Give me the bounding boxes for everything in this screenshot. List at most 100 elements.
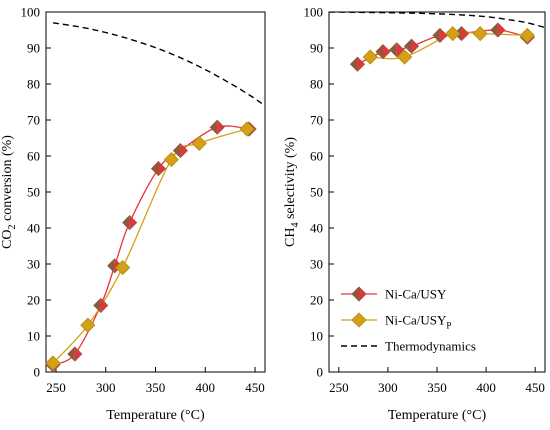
right-nica-point-5-right-half [461,26,469,41]
right-y-axis-label-rest: selectivity (%) [283,137,298,223]
right-y-tick-label: 90 [310,41,323,56]
right-nica-point-3-right-half [411,39,419,54]
left-nicap-point-1 [80,317,96,333]
right-y-tick-label: 60 [310,149,323,164]
left-nica-point-4-left-half [122,215,130,230]
left-y-axis-label-rest: conversion (%) [0,135,15,225]
right-legend-nica-swatch-marker-right-half [359,287,366,301]
right-nica-point-6-outline [490,22,506,38]
right-nica-point-4-outline [432,27,448,43]
right-legend-nicap-label-subscript: P [446,321,451,331]
left-nica-point-5-left-half [151,161,159,176]
left-y-tick-label: 50 [27,185,40,200]
left-nica-point-5-outline [150,161,167,177]
left-nica-point-1-outline [67,346,83,362]
right-nicap-point-1 [397,49,413,65]
left-y-axis-label-main: CO [0,229,15,248]
right-legend-nica-label-main: Ni-Ca/USY [385,287,447,302]
right-nica-point-0-outline [349,56,366,72]
co2-conversion-chart: 250 300 350 400 450 0 10 20 30 40 50 60 70 80 90 100 Tem… [0,5,266,423]
right-nicap-point-0 [362,49,378,65]
right-y-tick-label: 0 [317,365,324,380]
left-nica-point-1-right-half [74,347,82,361]
right-x-tick-label: 300 [378,380,398,395]
left-nica-point-2-outline [93,297,109,313]
right-legend-nica-label: Ni-Ca/USY [385,287,447,302]
left-nica-point-5-right-half [158,161,166,176]
right-nica-point-4-left-half [432,28,440,43]
right-y-tick-label: 20 [310,293,323,308]
right-nica-point-6-right-half [497,23,505,37]
right-nica-point-2-left-half [389,42,397,57]
right-x-tick-label: 400 [476,380,496,395]
left-nica-point-1-left-half [67,347,75,361]
left-x-axis-label: Temperature (°C) [106,408,205,423]
right-nicap-point-2 [445,26,461,42]
left-y-tick-label: 80 [27,77,40,92]
right-y-axis-label: CH4 selectivity (%) [283,137,301,247]
left-nica-line [52,125,250,366]
left-y-tick-label: 40 [27,221,40,236]
left-y-axis-label: CO2 conversion (%) [0,135,18,249]
right-y-axis-label-subscript: 4 [290,223,301,228]
left-nica-point-4-right-half [129,215,137,230]
right-nica-point-1-right-half [383,44,390,59]
right-legend-nicap-label-main: Ni-Ca/USY [385,313,447,328]
right-nica-point-3-left-half [404,39,412,54]
left-nica-point-7-outline [209,119,225,135]
right-nica-point-2-right-half [396,42,404,57]
left-x-tick-label: 300 [96,380,116,395]
left-nica-point-6-left-half [173,143,181,158]
right-nicap-point-3 [472,26,488,42]
left-nica-point-6-right-half [180,143,188,158]
left-x-tick-label: 350 [146,380,166,395]
right-y-tick-label: 50 [310,185,323,200]
left-nicap-point-0 [45,355,61,371]
right-nica-point-0-left-half [350,57,358,72]
left-thermo-line [52,22,265,107]
left-nica-point-6-outline [172,143,188,159]
left-nica-point-7-left-half [210,120,218,135]
right-x-tick-label: 250 [329,380,349,395]
left-y-tick-label: 90 [27,41,40,56]
right-legend-nicap-label: Ni-Ca/USYP [385,313,451,331]
right-x-axis-label: Temperature (°C) [388,408,487,423]
left-y-tick-label: 70 [27,113,40,128]
left-y-tick-label: 10 [27,329,40,344]
right-y-tick-label: 40 [310,221,323,236]
right-nica-point-1-left-half [376,44,383,59]
right-y-tick-label: 100 [304,5,324,20]
left-y-tick-label: 20 [27,293,40,308]
right-nica-point-2-outline [389,42,405,58]
right-legend-nica-swatch-marker-outline [351,286,367,302]
left-nicap-line [52,128,248,364]
left-y-tick-label: 30 [27,257,40,272]
right-legend-nica-swatch-marker-left-half [352,287,359,301]
right-x-tick-label: 450 [525,380,545,395]
right-nica-point-1-outline [375,44,391,60]
left-nicap-point-3 [163,152,179,168]
right-x-tick-label: 350 [427,380,447,395]
left-x-tick-label: 250 [46,380,66,395]
right-thermo-line [329,12,545,29]
right-legend-thermo-label-main: Thermodynamics [385,339,476,354]
left-nica-point-4-outline [122,215,138,231]
right-nica-point-0-right-half [357,57,365,72]
right-y-tick-label: 10 [310,329,323,344]
right-legend-thermo-label: Thermodynamics [385,339,476,354]
right-nica-point-6-left-half [490,23,498,37]
left-nica-point-2-left-half [93,298,101,313]
left-y-tick-label: 0 [34,365,41,380]
left-nicap-point-2 [115,260,131,276]
left-y-axis-label-subscript: 2 [7,224,18,229]
right-nicap-point-4 [519,27,535,43]
left-x-tick-label: 450 [245,380,265,395]
left-nica-point-7-right-half [217,120,225,135]
right-y-tick-label: 80 [310,77,323,92]
left-nica-point-3-left-half [107,258,115,273]
right-y-tick-label: 30 [310,257,323,272]
ch4-selectivity-chart: 250 300 350 400 450 0 10 20 30 40 50 60 70 80 90 100 Tem… [283,5,546,423]
left-nicap-point-4 [191,135,207,151]
right-nica-point-3-outline [403,38,420,54]
